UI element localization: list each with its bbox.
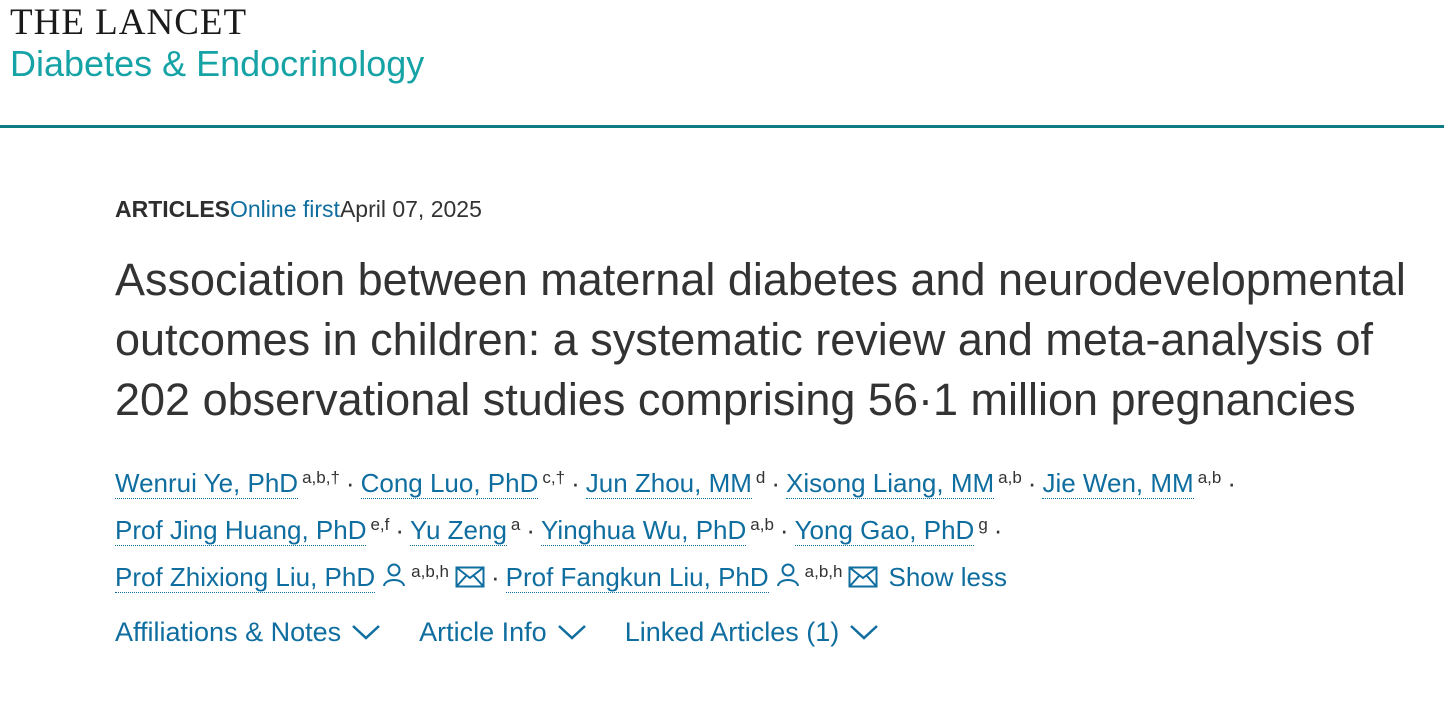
- author-affiliation: a,b,h: [411, 562, 449, 582]
- author-item: Cong Luo, PhD c,†: [360, 468, 566, 500]
- author-affiliation: a: [510, 515, 521, 535]
- author-link[interactable]: Jie Wen, MM: [1042, 468, 1194, 500]
- author-link[interactable]: Yinghua Wu, PhD: [541, 515, 747, 547]
- author-link[interactable]: Jun Zhou, MM: [585, 468, 752, 500]
- article-title: Association between maternal diabetes an…: [115, 254, 1406, 425]
- author-separator: ·: [490, 562, 500, 593]
- author-item: Jun Zhou, MM d: [585, 468, 766, 500]
- author-affiliation: c,†: [542, 468, 566, 488]
- logo-subtitle: Diabetes & Endocrinology: [10, 43, 425, 84]
- article-meta: ARTICLESOnline firstApril 07, 2025: [115, 192, 1435, 226]
- author-affiliation: a,b,h: [804, 562, 843, 582]
- author-item: Prof Fangkun Liu, PhD a,b,h: [505, 562, 879, 594]
- person-icon: [775, 556, 801, 603]
- author-affiliation: e,f: [370, 515, 390, 535]
- publish-date: April 07, 2025: [339, 196, 482, 222]
- email-icon[interactable]: [455, 556, 485, 603]
- author-link[interactable]: Prof Fangkun Liu, PhD: [505, 562, 769, 594]
- tab-article-info[interactable]: Article Info: [419, 617, 587, 648]
- chevron-down-icon: [352, 625, 380, 640]
- author-affiliation: g: [978, 515, 988, 535]
- author-separator: ·: [1227, 468, 1236, 499]
- author-affiliation: a,b: [998, 468, 1022, 488]
- article-type: ARTICLES: [115, 196, 230, 222]
- author-link[interactable]: Prof Jing Huang, PhD: [115, 515, 367, 547]
- journal-logo[interactable]: THE LANCET Diabetes & Endocrinology: [10, 4, 424, 86]
- author-affiliation: a,b: [750, 515, 774, 535]
- author-separator: ·: [771, 468, 781, 499]
- tab-label: Linked Articles (1): [624, 616, 840, 647]
- author-item: Yinghua Wu, PhD a,b: [541, 515, 774, 547]
- author-item: Prof Jing Huang, PhD e,f: [115, 515, 390, 547]
- author-separator: ·: [1027, 468, 1037, 499]
- author-item: Xisong Liang, MM a,b: [786, 468, 1022, 500]
- author-affiliation: a,b: [1197, 468, 1222, 488]
- tab-label: Affiliations & Notes: [115, 616, 342, 647]
- author-item: Yong Gao, PhD g: [794, 515, 988, 547]
- author-link[interactable]: Yong Gao, PhD: [794, 515, 975, 547]
- logo-title: THE LANCET: [10, 2, 248, 43]
- author-link[interactable]: Prof Zhixiong Liu, PhD: [115, 562, 376, 594]
- author-link[interactable]: Cong Luo, PhD: [360, 468, 539, 500]
- tab-label: Article Info: [419, 616, 547, 647]
- author-item: Yu Zeng a: [410, 515, 521, 547]
- author-separator: ·: [993, 515, 1003, 546]
- author-affiliation: d: [755, 468, 766, 488]
- author-affiliation: a,b,†: [302, 468, 340, 488]
- chevron-down-icon: [850, 625, 879, 640]
- online-first-label: Online first: [230, 196, 340, 222]
- chevron-down-icon: [557, 625, 586, 640]
- author-link[interactable]: Xisong Liang, MM: [786, 468, 995, 500]
- author-link[interactable]: Wenrui Ye, PhD: [115, 468, 299, 500]
- author-separator: ·: [779, 515, 789, 546]
- author-separator: ·: [571, 468, 580, 499]
- author-link[interactable]: Yu Zeng: [410, 515, 507, 547]
- tab-linked-articles[interactable]: Linked Articles (1): [625, 617, 880, 648]
- person-icon: [381, 556, 407, 603]
- author-separator: ·: [395, 515, 405, 546]
- tab-affiliations-notes[interactable]: Affiliations & Notes: [115, 617, 381, 648]
- site-header: THE LANCET Diabetes & Endocrinology: [0, 0, 1444, 128]
- author-item: Wenrui Ye, PhD a,b,†: [115, 468, 340, 500]
- article-header: ARTICLESOnline firstApril 07, 2025 Assoc…: [115, 192, 1435, 648]
- author-separator: ·: [345, 468, 355, 499]
- article-tabs: Affiliations & Notes Article Info Linked…: [115, 617, 1435, 648]
- author-item: Jie Wen, MM a,b: [1042, 468, 1222, 500]
- author-item: Prof Zhixiong Liu, PhD a,b,h: [115, 562, 485, 594]
- email-icon[interactable]: [848, 556, 878, 603]
- author-list: Wenrui Ye, PhD a,b,† · Cong Luo, PhD c,† · Jun…: [115, 460, 1425, 603]
- author-separator: ·: [526, 515, 536, 546]
- show-less-button[interactable]: Show less: [888, 562, 1007, 593]
